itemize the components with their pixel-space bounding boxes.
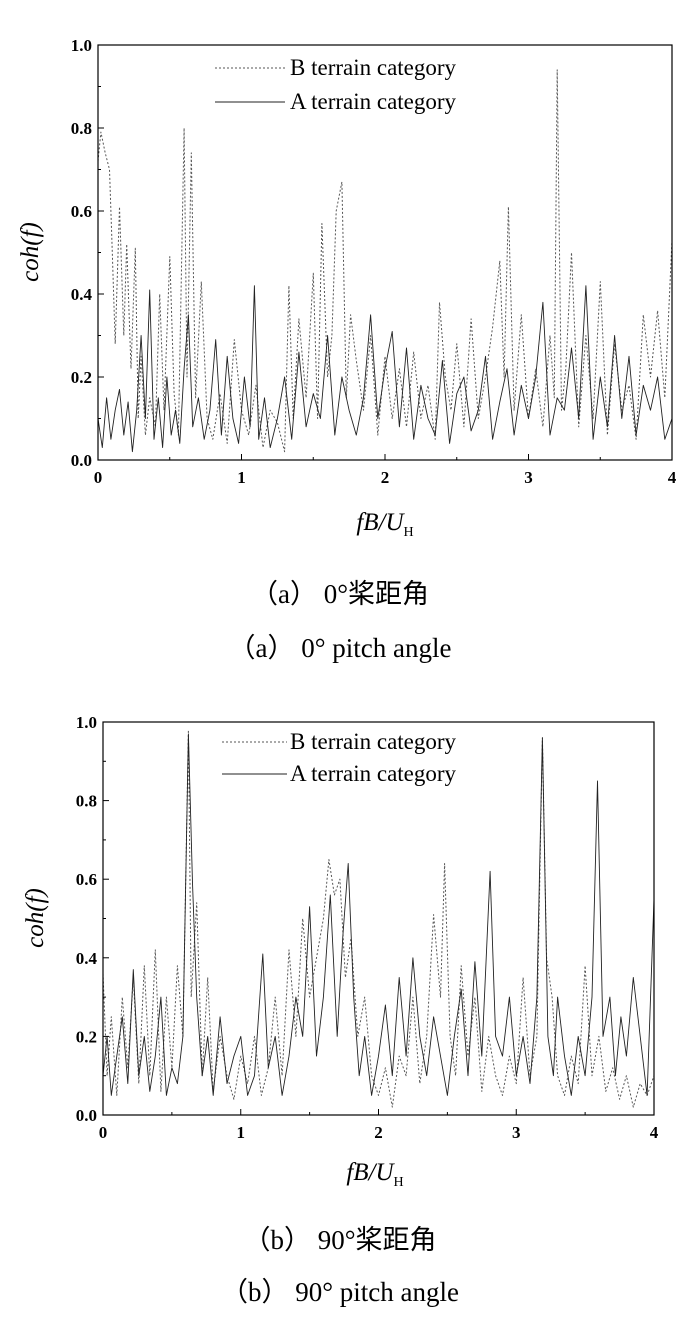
series-b-point [426, 1036, 427, 1037]
x-axis-label: fB/UH [356, 509, 413, 540]
y-ticks: 0.0 0.2 0.4 0.6 0.8 1.0 [76, 713, 109, 1125]
series-b-point [585, 965, 586, 966]
caption-b-english: （b） 90° pitch angle [220, 1277, 459, 1307]
x-tick-label: 4 [668, 468, 677, 487]
y-tick-label: 1.0 [71, 36, 92, 55]
series-b-point [207, 418, 208, 419]
series-b-point [419, 1083, 420, 1084]
series-layer [97, 69, 673, 453]
series-b-point [664, 397, 665, 398]
x-tick-label: 4 [650, 1123, 659, 1142]
series-line-b [102, 729, 655, 1108]
series-b-point [428, 385, 429, 386]
series-b-point [485, 377, 486, 378]
x-tick-label: 2 [374, 1123, 383, 1142]
series-b-point [109, 169, 110, 170]
series-b-point [263, 447, 264, 448]
x-tick-label: 1 [237, 468, 246, 487]
series-b-point [385, 356, 386, 357]
series-b-point [277, 422, 278, 423]
series-layer [102, 729, 655, 1108]
series-b-point [105, 152, 106, 153]
x-axis-label: fB/UH [346, 1159, 403, 1190]
x-ticks: 0 1 2 3 4 [94, 454, 677, 487]
series-b-point [306, 397, 307, 398]
y-tick-label: 0.2 [71, 368, 92, 387]
series-b-point [629, 385, 630, 386]
legend-label-b: B terrain category [290, 729, 457, 754]
x-axis-label-main: fB/U [356, 509, 405, 536]
series-b-point [288, 285, 289, 286]
series-b-point [188, 729, 189, 730]
y-tick-label: 0.0 [71, 451, 92, 470]
series-line-b [97, 69, 673, 453]
x-tick-label: 0 [94, 468, 103, 487]
series-b-point [451, 410, 452, 411]
series-b-point [450, 1036, 451, 1037]
x-tick-label: 0 [99, 1123, 108, 1142]
y-tick-label: 0.8 [71, 119, 92, 138]
legend-label-a: A terrain category [290, 89, 457, 114]
series-b-point [607, 435, 608, 436]
series-line-a [97, 285, 673, 453]
series-b-point [474, 997, 475, 998]
legend: B terrain category A terrain category [215, 55, 457, 114]
y-tick-label: 1.0 [76, 713, 97, 732]
x-axis-label-sub: H [394, 1175, 404, 1190]
y-tick-label: 0.2 [76, 1027, 97, 1046]
series-b-point [571, 252, 572, 253]
series-b-point [542, 426, 543, 427]
series-b-point [119, 206, 120, 207]
x-ticks: 0 1 2 3 4 [99, 1109, 659, 1142]
series-b-point [122, 997, 123, 998]
series-b-point [126, 244, 127, 245]
series-b-point [112, 252, 113, 253]
caption-a-chinese: （a） 0°桨距角 [250, 579, 430, 609]
series-b-point [220, 393, 221, 394]
y-tick-label: 0.4 [71, 285, 93, 304]
series-line-a [102, 733, 655, 1096]
y-ticks: 0.0 0.2 0.4 0.6 0.8 1.0 [71, 36, 104, 470]
x-axis-label-main: fB/U [346, 1159, 395, 1186]
caption-b-chinese: （b） 90°桨距角 [243, 1225, 437, 1255]
series-b-point [138, 418, 139, 419]
series-b-point [282, 1075, 283, 1076]
y-tick-label: 0.0 [76, 1106, 97, 1125]
x-tick-label: 3 [524, 468, 533, 487]
series-b-point [345, 977, 346, 978]
y-axis-label: coh(f) [22, 888, 49, 948]
series-b-point [508, 206, 509, 207]
y-axis-label: coh(f) [17, 222, 44, 282]
x-tick-label: 3 [512, 1123, 521, 1142]
y-tick-label: 0.8 [76, 792, 97, 811]
legend: B terrain category A terrain category [222, 729, 457, 786]
series-b-point [565, 368, 566, 369]
series-b-point [468, 1056, 469, 1057]
legend-label-b: B terrain category [290, 55, 457, 80]
caption-a-english: （a） 0° pitch angle [228, 633, 452, 663]
y-tick-label: 0.6 [76, 870, 97, 889]
coherence-chart-b: 0 1 2 3 4 0.0 0.2 0.4 0.6 0.8 1.0 B terrain categ… [22, 713, 659, 1190]
coherence-chart-a: 0 1 2 3 4 0.0 0.2 0.4 0.6 0.8 1.0 B terrain categ… [17, 36, 677, 540]
x-axis-label-sub: H [404, 525, 414, 540]
series-b-point [406, 426, 407, 427]
series-b-point [184, 128, 185, 129]
x-tick-label: 1 [237, 1123, 246, 1142]
series-b-point [356, 360, 357, 361]
y-tick-label: 0.4 [76, 949, 98, 968]
legend-label-a: A terrain category [290, 761, 457, 786]
x-tick-label: 2 [381, 468, 390, 487]
series-b-point [174, 393, 175, 394]
y-tick-label: 0.6 [71, 202, 92, 221]
series-b-point [302, 918, 303, 919]
